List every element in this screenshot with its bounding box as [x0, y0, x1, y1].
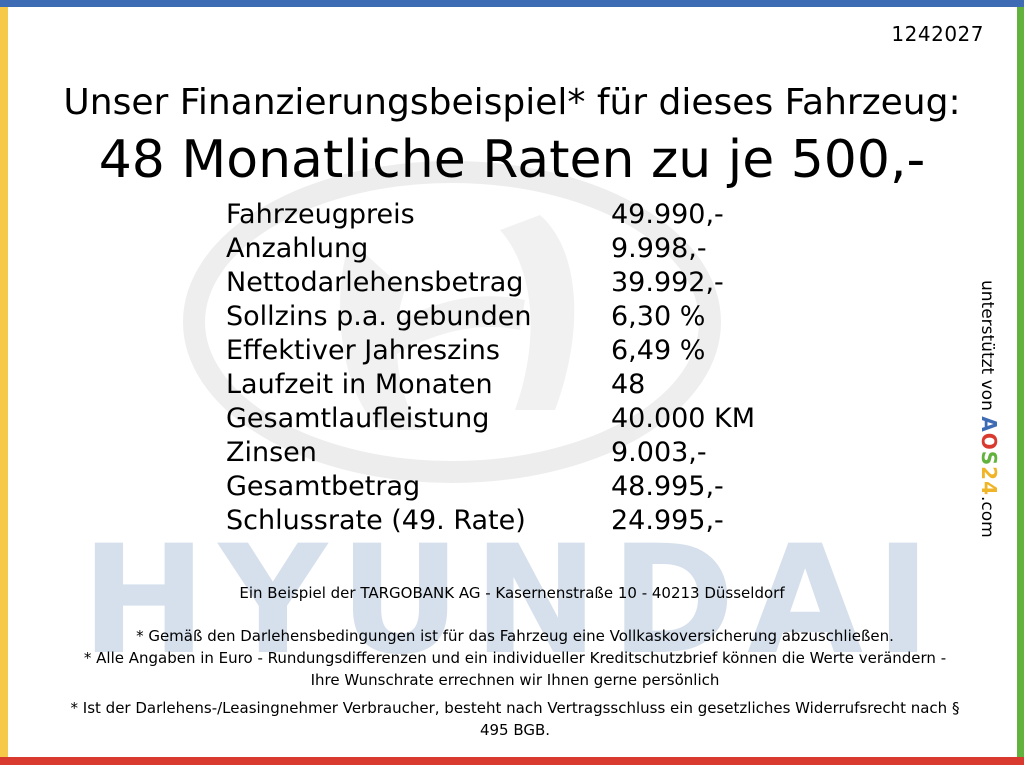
finance-row: Gesamtbetrag 48.995,-	[226, 470, 826, 504]
aos24-letter-s: S	[977, 450, 1001, 467]
aos24-number: 24	[977, 466, 1001, 497]
finance-row-value: 39.992,-	[611, 267, 724, 298]
footnote-withdrawal: * Ist der Darlehens-/Leasingnehmer Verbr…	[70, 699, 960, 739]
finance-row-label: Gesamtbetrag	[226, 471, 421, 502]
finance-row-value: 6,30 %	[611, 301, 706, 332]
finance-row: Anzahlung 9.998,-	[226, 232, 826, 266]
finance-row-value: 9.003,-	[611, 437, 707, 468]
finance-row-label: Zinsen	[226, 437, 317, 468]
finance-row: Sollzins p.a. gebunden 6,30 %	[226, 300, 826, 334]
finance-row-label: Nettodarlehensbetrag	[226, 267, 524, 298]
finance-row-label: Gesamtlaufleistung	[226, 403, 490, 434]
aos24-logo: AOS24	[977, 416, 1001, 496]
aos24-domain: .com	[977, 496, 997, 538]
finance-row-value: 6,49 %	[611, 335, 706, 366]
finance-row-value: 40.000 KM	[611, 403, 756, 434]
aos24-letter-a: A	[977, 416, 1001, 433]
aos24-letter-o: O	[977, 432, 1001, 451]
bank-info: Ein Beispiel der TARGOBANK AG - Kasernen…	[239, 584, 785, 602]
finance-table: Fahrzeugpreis 49.990,- Anzahlung 9.998,- N…	[226, 198, 826, 538]
footnote-insurance: * Gemäß den Darlehensbedingungen ist für…	[136, 627, 894, 645]
finance-row-value: 48.995,-	[611, 471, 724, 502]
footnotes: * Gemäß den Darlehensbedingungen ist für…	[70, 625, 960, 741]
right-color-bar	[1017, 7, 1024, 757]
finance-row: Zinsen 9.003,-	[226, 436, 826, 470]
finance-row-value: 9.998,-	[611, 233, 707, 264]
finance-row-label: Laufzeit in Monaten	[226, 369, 493, 400]
page-title: Unser Finanzierungsbeispiel* für dieses …	[63, 82, 961, 123]
top-color-bar	[0, 0, 1024, 7]
finance-row-label: Effektiver Jahreszins	[226, 335, 500, 366]
finance-row: Nettodarlehensbetrag 39.992,-	[226, 266, 826, 300]
finance-row-value: 24.995,-	[611, 505, 724, 536]
monthly-rate-line: 48 Monatliche Raten zu je 500,-	[98, 130, 926, 190]
finance-row-label: Anzahlung	[226, 233, 369, 264]
finance-row: Gesamtlaufleistung 40.000 KM	[226, 402, 826, 436]
finance-row-label: Fahrzeugpreis	[226, 199, 415, 230]
reference-number: 1242027	[891, 22, 984, 46]
finance-row-value: 48	[611, 369, 646, 400]
bottom-color-bar	[0, 757, 1024, 765]
left-color-bar	[0, 7, 8, 757]
finance-row: Fahrzeugpreis 49.990,-	[226, 198, 826, 232]
finance-row-label: Sollzins p.a. gebunden	[226, 301, 532, 332]
finance-row: Schlussrate (49. Rate) 24.995,-	[226, 504, 826, 538]
footnote-rounding: * Alle Angaben in Euro - Rundungsdiffere…	[83, 649, 947, 689]
supported-by-text: unterstützt von	[977, 280, 997, 411]
finance-row-value: 49.990,-	[611, 199, 724, 230]
finance-row: Effektiver Jahreszins 6,49 %	[226, 334, 826, 368]
finance-row: Laufzeit in Monaten 48	[226, 368, 826, 402]
finance-row-label: Schlussrate (49. Rate)	[226, 505, 526, 536]
supported-by-label: unterstützt von AOS24.com	[972, 280, 1002, 560]
